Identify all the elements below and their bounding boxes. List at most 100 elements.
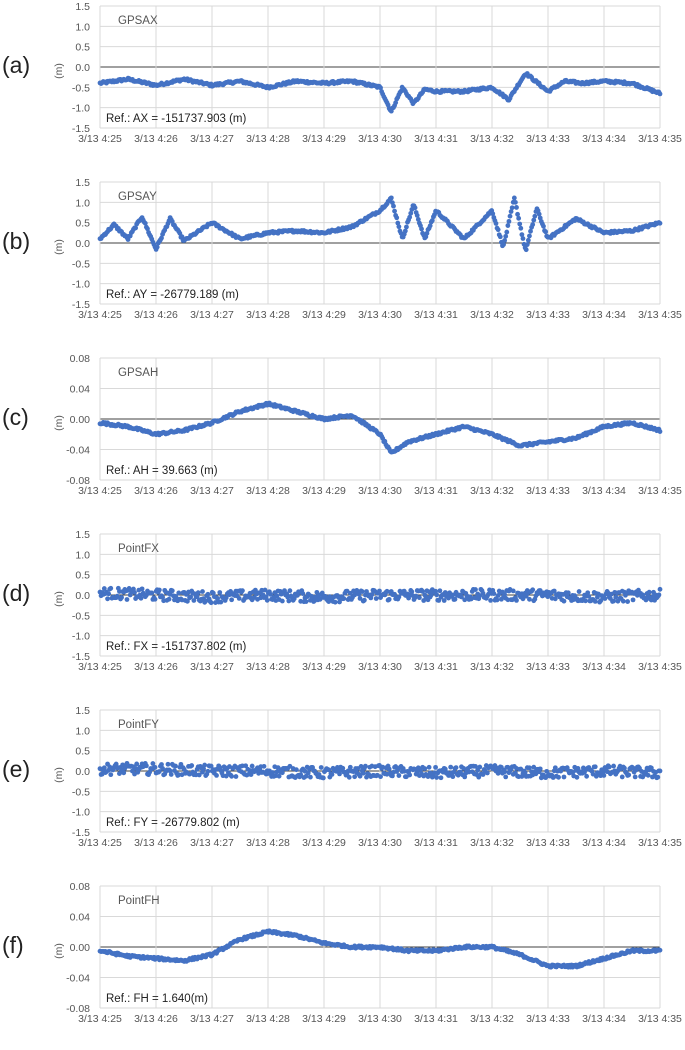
data-point [473,764,478,769]
data-point [524,242,530,247]
data-point [585,590,591,596]
data-point [488,597,493,603]
data-point [139,586,145,592]
data-point [274,593,280,599]
panel-letter: (a) [2,52,31,78]
data-point [154,244,160,250]
data-point [286,598,292,604]
data-point [152,596,158,602]
x-tick-label: 3/13 4:33 [526,485,570,497]
data-point [229,597,235,603]
scatter-chart: 1.5 1.0 0.5 0.0 -0.5 -1.0 -1.53/13 4:25 3/13 4:… [53,177,682,321]
data-point [424,230,430,236]
data-point [434,592,440,598]
y-axis-label: (m) [53,415,65,431]
data-point [318,765,324,770]
x-tick-label: 3/13 4:28 [246,485,290,497]
data-point [575,766,581,771]
data-point [511,195,517,201]
data-point [320,775,326,781]
y-tick-label: 1.0 [75,21,90,33]
data-point [592,764,598,770]
data-point [515,211,520,217]
y-tick-label: -0.5 [72,82,90,94]
data-point [584,773,590,779]
y-tick-label: 1.5 [75,177,90,189]
x-tick-label: 3/13 4:25 [78,309,122,321]
x-tick-label: 3/13 4:33 [526,309,570,321]
data-point [134,761,140,767]
y-axis-label: (m) [53,591,65,607]
data-point [501,242,506,248]
data-point [270,770,276,775]
y-tick-label: 0.0 [75,590,90,602]
data-point [561,774,567,780]
data-point [551,588,557,594]
x-tick-label: 3/13 4:27 [190,485,234,497]
data-point [434,775,440,780]
data-point [392,591,397,597]
y-tick-label: 0.5 [75,746,90,758]
data-point [218,599,224,605]
data-point [541,223,546,229]
data-point [537,766,543,772]
y-tick-label: 1.5 [75,529,90,541]
data-point [337,771,342,777]
data-point [392,208,397,214]
y-tick-label: 0.04 [70,912,91,924]
data-point [160,766,165,771]
x-tick-label: 3/13 4:35 [638,837,682,849]
data-point [552,765,558,771]
chart-panel: (f) 0.08 0.04 0.00 -0.04 -0.08 3/13 4:25 3/13 4… [0,880,685,1050]
data-point [422,766,428,771]
data-point [341,596,347,601]
chart-title: GPSAX [118,15,158,27]
y-tick-label: -0.5 [72,610,90,622]
chart-panel: (a) 1.5 1.0 0.5 0.0 -0.5 -1.0 -1.5 3/13 4:25 3/13… [0,0,685,170]
x-tick-label: 3/13 4:29 [302,309,346,321]
y-tick-label: -1.0 [72,807,90,819]
data-point [408,210,414,216]
data-point [561,598,567,604]
data-point [166,596,172,602]
data-point [194,594,200,600]
data-point [502,238,508,243]
data-point [452,596,458,602]
x-tick-label: 3/13 4:35 [638,661,682,673]
data-point [159,762,164,767]
y-axis-label: (m) [53,943,65,959]
data-point [113,761,119,767]
x-tick-label: 3/13 4:34 [582,1013,626,1025]
data-point [373,596,379,601]
data-point [415,217,421,222]
data-point [416,595,422,601]
x-tick-label: 3/13 4:31 [414,309,458,321]
data-point [202,762,208,768]
data-point [138,595,144,601]
y-tick-label: -1.0 [72,279,90,291]
data-point [401,588,407,594]
x-tick-label: 3/13 4:25 [78,661,122,673]
data-point [493,221,499,226]
data-point [352,774,358,780]
data-point [412,205,418,211]
data-point [495,227,501,233]
scatter-chart: 1.5 1.0 0.5 0.0 -0.5 -1.0 -1.53/13 4:25 3/13 4:… [53,1,682,145]
data-point [462,774,468,780]
x-tick-label: 3/13 4:31 [414,1013,458,1025]
data-point [264,597,270,603]
x-tick-label: 3/13 4:29 [302,661,346,673]
x-tick-label: 3/13 4:25 [78,1013,122,1025]
data-point [378,85,383,91]
data-point [196,772,202,778]
data-point [657,429,663,434]
x-tick-label: 3/13 4:31 [414,661,458,673]
data-point [396,224,402,230]
x-tick-label: 3/13 4:34 [582,661,626,673]
data-point [530,222,536,227]
reference-annotation: Ref.: AX = -151737.903 (m) [106,113,246,125]
data-point [108,585,114,591]
data-point [240,588,245,594]
x-tick-label: 3/13 4:29 [302,837,346,849]
data-point [326,767,332,773]
